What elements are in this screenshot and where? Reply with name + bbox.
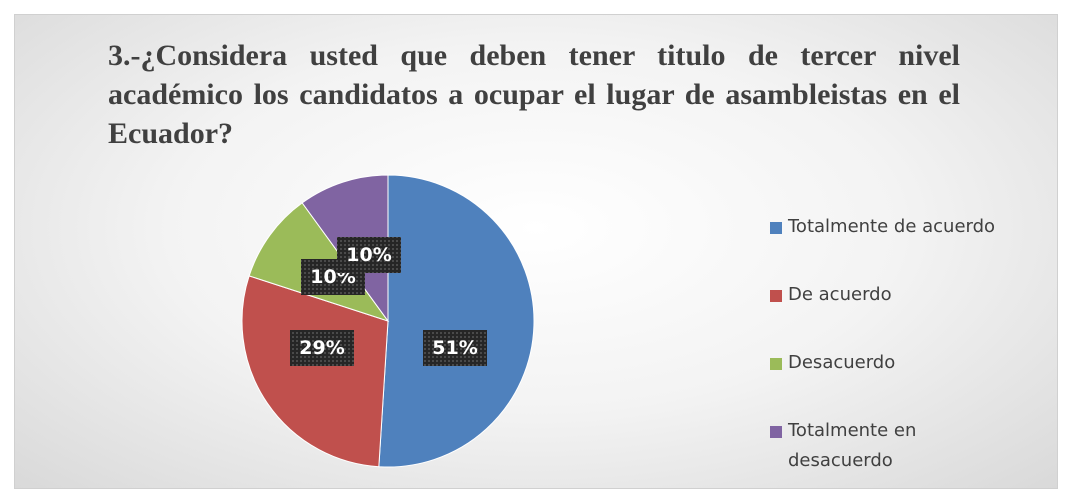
legend-label: Totalmente de acuerdo: [788, 216, 996, 237]
legend-swatch: [770, 290, 782, 302]
legend-item: Totalmente en desacuerdo: [770, 416, 938, 484]
legend-swatch: [770, 426, 782, 438]
legend-swatch: [770, 358, 782, 370]
legend-label: De acuerdo: [788, 284, 892, 305]
chart-frame: [14, 14, 1058, 489]
legend-item: De acuerdo: [770, 280, 1040, 348]
legend-swatch: [770, 222, 782, 234]
chart-title: 3.-¿Considera usted que deben tener titu…: [108, 39, 960, 150]
pie-slice: [378, 174, 535, 468]
data-label-box: [290, 330, 354, 366]
legend-item: Desacuerdo: [770, 348, 1040, 416]
legend-label: Totalmente en desacuerdo: [788, 420, 917, 471]
data-label: 51%: [432, 337, 477, 359]
data-label: 29%: [299, 337, 344, 359]
data-label-box: [423, 330, 487, 366]
legend-item: Totalmente de acuerdo: [770, 212, 1040, 280]
legend: Totalmente de acuerdo De acuerdo Desacuerd…: [770, 212, 1040, 484]
data-label: 10%: [346, 244, 391, 266]
pie-slice: [241, 275, 389, 468]
legend-label: Desacuerdo: [788, 352, 896, 373]
data-label-box: [337, 237, 401, 273]
